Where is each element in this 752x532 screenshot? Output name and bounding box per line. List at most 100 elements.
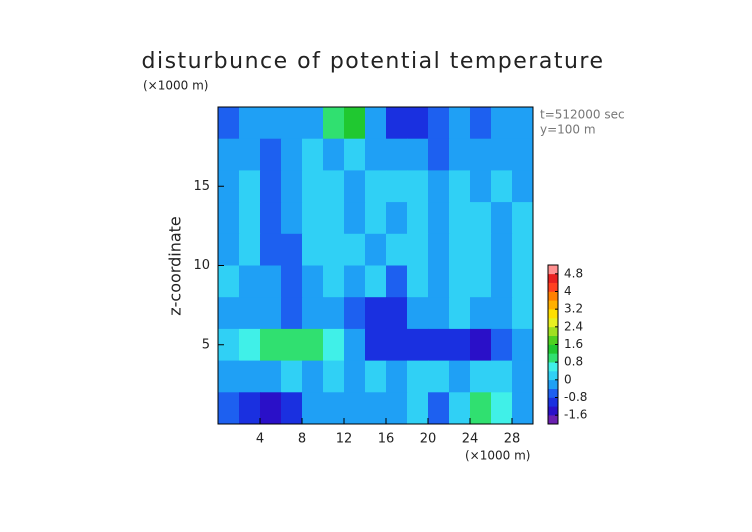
cell	[449, 360, 471, 393]
colorbar-band	[548, 415, 558, 425]
cell	[281, 297, 303, 330]
cell	[260, 360, 282, 393]
cell	[218, 297, 240, 330]
cell	[344, 360, 366, 393]
cell	[470, 202, 492, 235]
cell	[344, 138, 366, 171]
colorbar-tick-label: 3.2	[564, 302, 583, 316]
cell	[470, 233, 492, 266]
cell	[386, 328, 408, 362]
colorbar-band	[548, 397, 558, 407]
cell	[365, 202, 387, 235]
cell	[218, 170, 240, 203]
cell	[365, 360, 387, 393]
x-tick-label: 8	[298, 432, 306, 447]
cell	[470, 138, 492, 171]
cell	[428, 328, 450, 362]
cell	[281, 138, 303, 171]
x-tick-label: 20	[420, 432, 437, 447]
colorbar-tick-label: 0	[564, 372, 572, 386]
cell	[260, 170, 282, 203]
cell	[344, 265, 366, 298]
cell	[428, 138, 450, 171]
colorbar-band	[548, 379, 558, 389]
cell	[512, 233, 534, 266]
cell	[302, 265, 324, 298]
cell	[218, 328, 240, 362]
y-tick-label: 10	[193, 258, 210, 273]
cell	[365, 392, 387, 425]
cell	[407, 328, 429, 362]
cell	[428, 392, 450, 425]
x-tick-label: 28	[504, 432, 521, 447]
cell	[512, 107, 534, 140]
cell	[239, 107, 261, 140]
cell	[323, 392, 345, 425]
cell	[260, 233, 282, 266]
cell	[260, 138, 282, 171]
colorbar-band	[548, 318, 558, 328]
colorbar-band	[548, 309, 558, 319]
colorbar-tick-label: 0.8	[564, 355, 583, 369]
cell	[323, 360, 345, 393]
cell	[491, 360, 513, 393]
cell	[470, 170, 492, 203]
cell	[344, 392, 366, 425]
cell	[218, 233, 240, 266]
y-unit: (×1000 m)	[143, 79, 208, 93]
cell	[512, 328, 534, 362]
cell	[491, 328, 513, 362]
cell	[239, 265, 261, 298]
cell	[218, 392, 240, 425]
cell	[470, 360, 492, 393]
cell	[470, 265, 492, 298]
cell	[470, 297, 492, 330]
cell	[281, 265, 303, 298]
cell	[365, 107, 387, 140]
cell	[407, 138, 429, 171]
x-tick-label: 24	[462, 432, 479, 447]
cell	[260, 392, 282, 425]
cell	[218, 202, 240, 235]
cell	[428, 107, 450, 140]
cell	[218, 138, 240, 171]
cell	[449, 392, 471, 425]
cell	[428, 297, 450, 330]
cell	[512, 138, 534, 171]
colorbar-band	[548, 282, 558, 292]
cell	[302, 392, 324, 425]
cell	[512, 392, 534, 425]
colorbar-band	[548, 362, 558, 372]
cell	[302, 170, 324, 203]
cell	[239, 360, 261, 393]
cell	[344, 233, 366, 266]
cell	[302, 233, 324, 266]
cell	[218, 107, 240, 140]
cell	[428, 170, 450, 203]
cell	[260, 297, 282, 330]
chart-title: disturbunce of potential temperature	[142, 49, 605, 74]
cell	[449, 170, 471, 203]
cell	[491, 107, 513, 140]
cell	[302, 138, 324, 171]
cell	[386, 265, 408, 298]
cell	[302, 202, 324, 235]
cell	[218, 265, 240, 298]
cell	[281, 328, 303, 362]
cell	[386, 233, 408, 266]
cell	[281, 107, 303, 140]
cell	[260, 107, 282, 140]
cell	[491, 202, 513, 235]
cell	[239, 392, 261, 425]
cell	[386, 170, 408, 203]
x-unit: (×1000 m)	[465, 449, 530, 463]
cell	[407, 392, 429, 425]
colorbar-tick-label: 2.4	[564, 319, 583, 333]
colorbar-band	[548, 406, 558, 416]
cell	[449, 138, 471, 171]
colorbar-band	[548, 388, 558, 398]
cell	[449, 297, 471, 330]
cell	[323, 265, 345, 298]
cell	[281, 392, 303, 425]
